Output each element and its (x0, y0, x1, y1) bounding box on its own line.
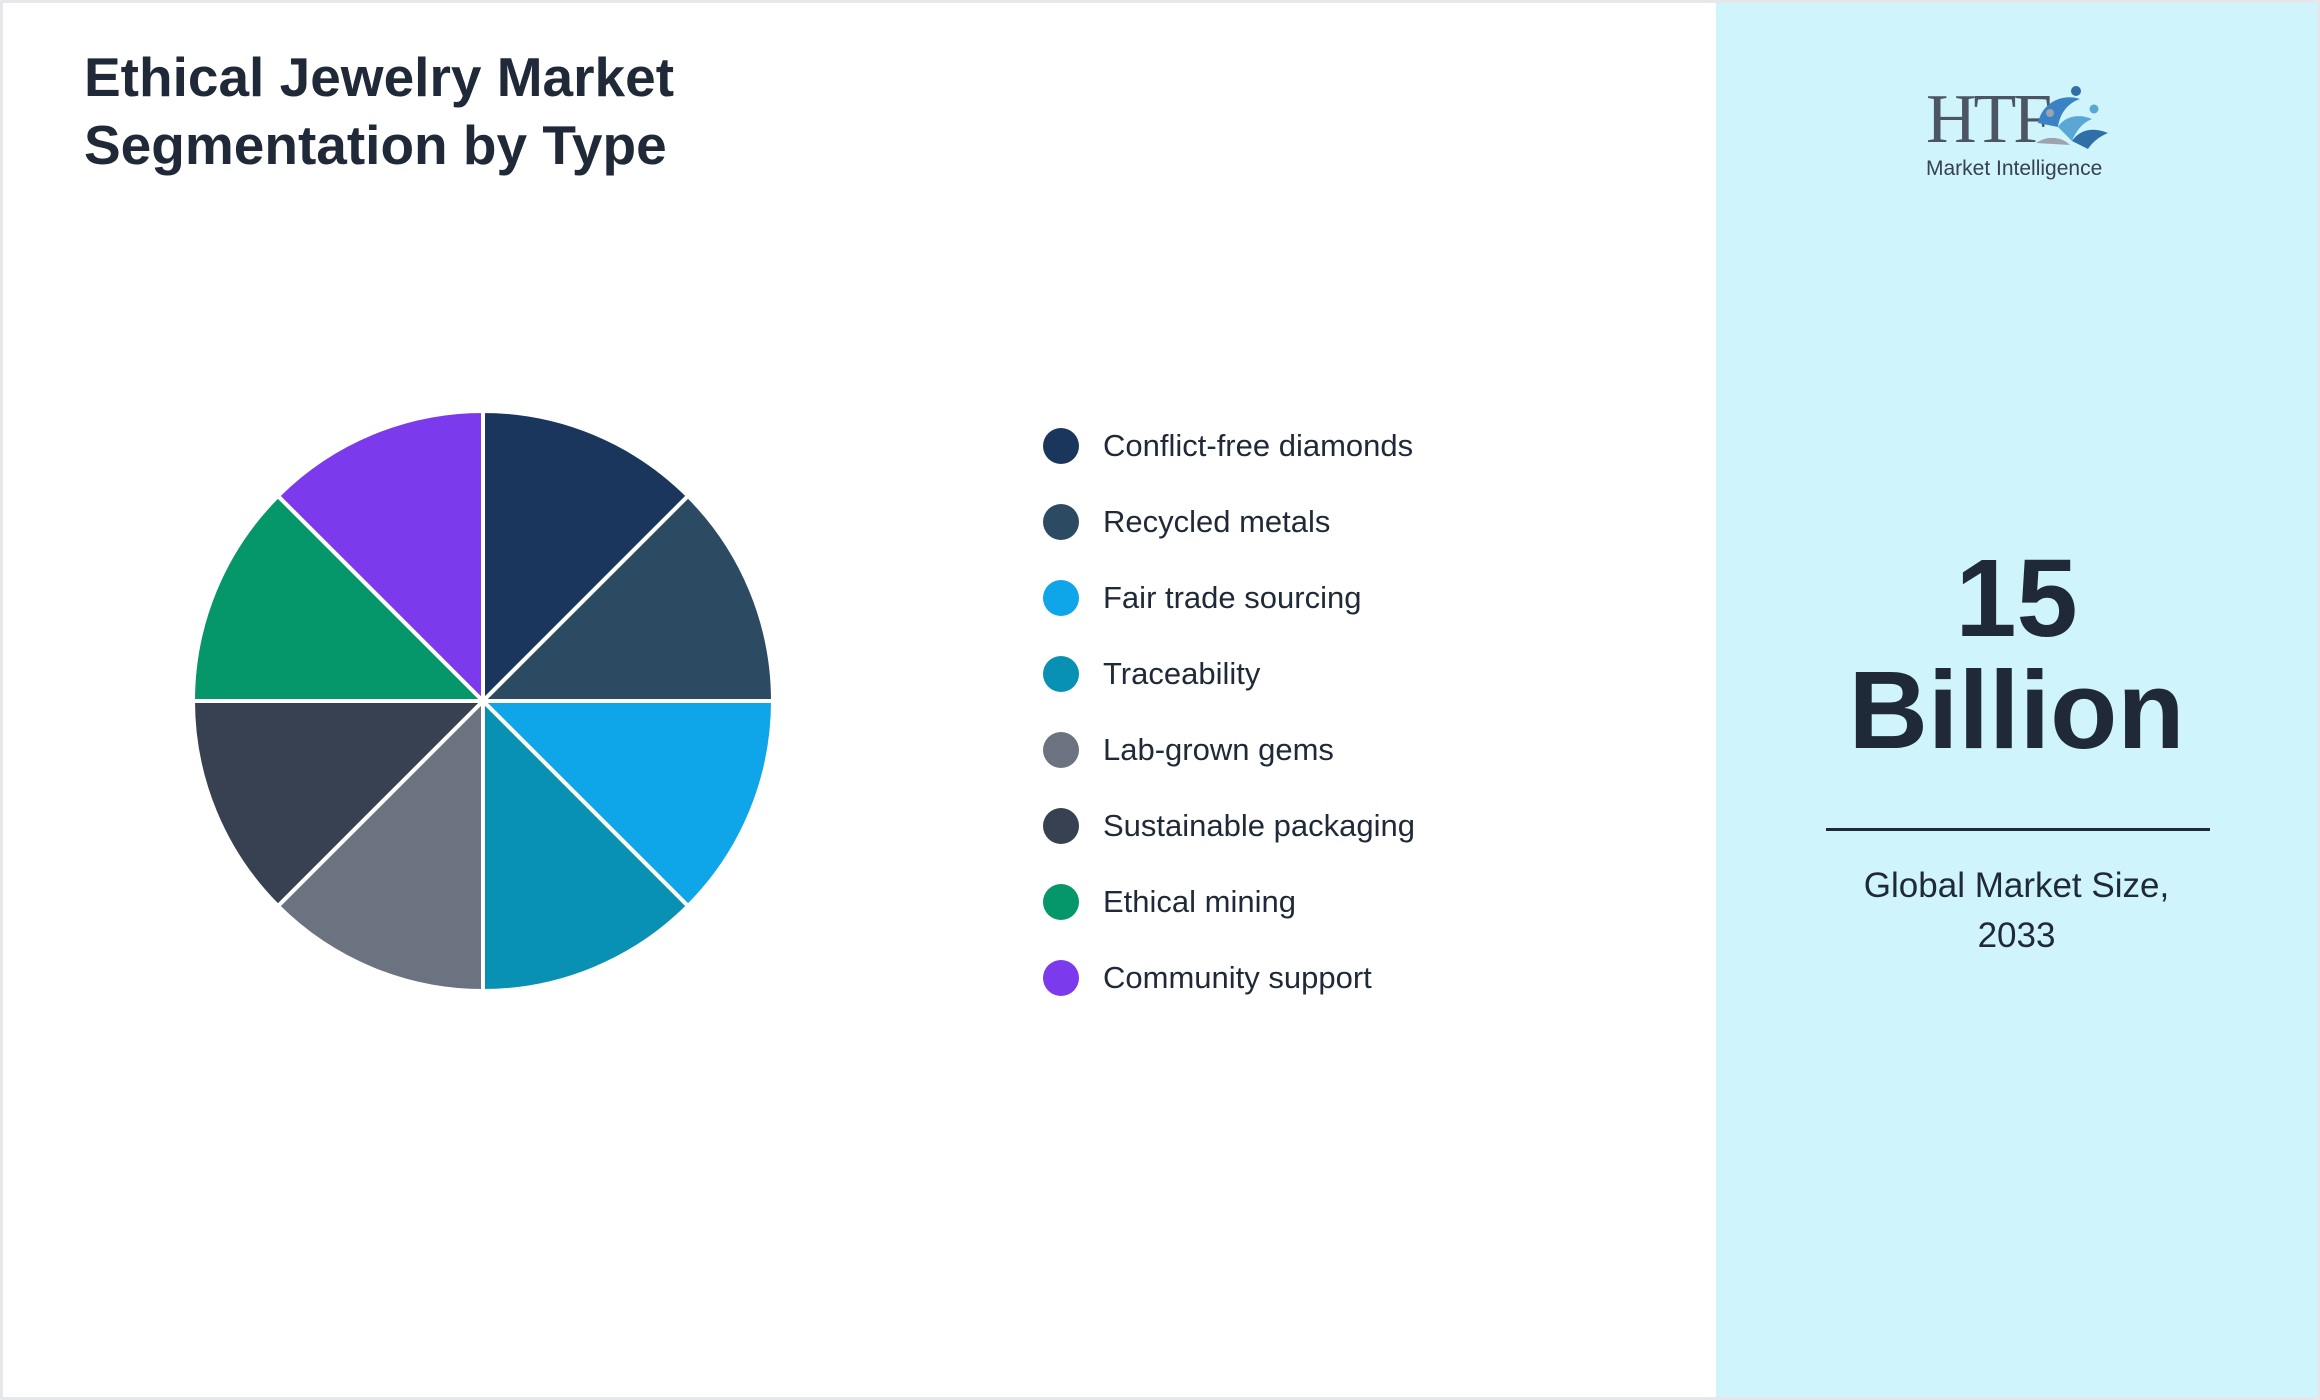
chart-title-line-1: Ethical Jewelry Market (84, 46, 675, 108)
legend-swatch-icon (1043, 428, 1079, 464)
market-size-value: 15 Billion (1716, 543, 2317, 767)
legend-swatch-icon (1043, 808, 1079, 844)
logo-text: HTF (1926, 81, 2052, 158)
legend-swatch-icon (1043, 656, 1079, 692)
legend-label: Fair trade sourcing (1103, 580, 1362, 615)
market-size-unit: Billion (1848, 649, 2185, 772)
legend-swatch-icon (1043, 884, 1079, 920)
legend-item: Fair trade sourcing (1043, 560, 1415, 636)
chart-legend: Conflict-free diamonds Recycled metals Fai… (1043, 408, 1415, 1016)
legend-label: Lab-grown gems (1103, 732, 1334, 767)
legend-item: Conflict-free diamonds (1043, 408, 1415, 484)
pie-slice (481, 699, 691, 991)
legend-label: Conflict-free diamonds (1103, 428, 1414, 463)
pie-slice (481, 411, 691, 703)
legend-item: Recycled metals (1043, 484, 1415, 560)
legend-swatch-icon (1043, 732, 1079, 768)
pie-slice (193, 699, 485, 909)
htf-logo: HTF Market Intelligence (1920, 79, 2110, 189)
legend-label: Recycled metals (1103, 504, 1331, 539)
pie-slice (275, 411, 485, 703)
legend-item: Ethical mining (1043, 864, 1415, 940)
market-size-number: 15 (1955, 537, 2078, 660)
caption-line-2: 2033 (1977, 916, 2056, 955)
legend-item: Community support (1043, 940, 1415, 1016)
legend-item: Traceability (1043, 636, 1415, 712)
legend-item: Sustainable packaging (1043, 788, 1415, 864)
legend-label: Sustainable packaging (1103, 808, 1415, 843)
legend-swatch-icon (1043, 504, 1079, 540)
market-size-caption: Global Market Size, 2033 (1716, 861, 2317, 961)
pie-slice (193, 493, 485, 703)
legend-label: Traceability (1103, 656, 1261, 691)
legend-swatch-icon (1043, 580, 1079, 616)
page-frame: Ethical Jewelry Market Segmentation by T… (3, 3, 2317, 1397)
pie-slice (275, 699, 485, 991)
caption-line-1: Global Market Size, (1863, 866, 2170, 905)
logo-figures-icon (2036, 86, 2108, 149)
chart-title-line-2: Segmentation by Type (84, 114, 667, 176)
logo-subtitle: Market Intelligence (1926, 157, 2103, 180)
legend-label: Ethical mining (1103, 884, 1296, 919)
pie-slice (481, 699, 773, 909)
summary-panel: HTF Market Intelligence 15 Billion Globa… (1716, 3, 2317, 1397)
legend-label: Community support (1103, 960, 1372, 995)
legend-swatch-icon (1043, 960, 1079, 996)
chart-title: Ethical Jewelry Market Segmentation by T… (84, 43, 984, 179)
pie-chart (193, 411, 773, 991)
pie-slice (481, 493, 773, 703)
chart-panel: Ethical Jewelry Market Segmentation by T… (3, 3, 1716, 1397)
summary-divider (1826, 828, 2210, 831)
legend-item: Lab-grown gems (1043, 712, 1415, 788)
